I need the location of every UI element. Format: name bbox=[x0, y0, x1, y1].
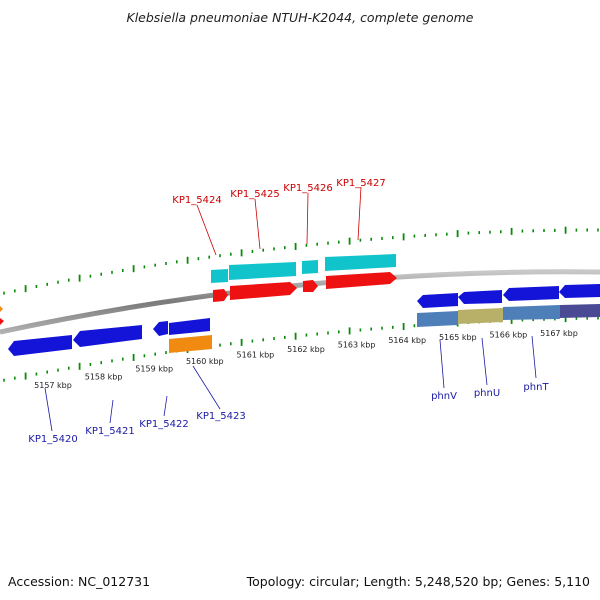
leader-line bbox=[254, 198, 261, 250]
cds-block-orange[interactable] bbox=[169, 335, 212, 353]
cds-arrow-red-edge[interactable] bbox=[0, 318, 4, 325]
cds-arrow-blue-3[interactable] bbox=[153, 321, 168, 336]
cds-arrow-blue-5[interactable] bbox=[417, 293, 458, 308]
forward-strand-features bbox=[0, 254, 397, 325]
cds-arrow-blue-7[interactable] bbox=[503, 286, 559, 301]
scale-label-5166: 5166 kbp bbox=[490, 331, 528, 340]
gene-label-KP1_5427[interactable]: KP1_5427 bbox=[336, 178, 385, 189]
gene-label-phnV[interactable]: phnV bbox=[431, 391, 457, 402]
gene-block-cyan-4[interactable] bbox=[325, 254, 396, 271]
gene-label-phnU[interactable]: phnU bbox=[474, 388, 500, 399]
scale-label-5163: 5163 kbp bbox=[338, 340, 376, 349]
cds-arrow-red-1[interactable] bbox=[213, 289, 228, 302]
genome-summary-text: Topology: circular; Length: 5,248,520 bp… bbox=[246, 574, 590, 589]
leader-line bbox=[531, 335, 537, 379]
scale-label-5162: 5162 kbp bbox=[287, 345, 325, 354]
scale-label-5165: 5165 kbp bbox=[439, 333, 477, 342]
gene-label-KP1_5420[interactable]: KP1_5420 bbox=[28, 434, 77, 445]
accession-text: Accession: NC_012731 bbox=[8, 574, 150, 589]
leader-line bbox=[192, 365, 221, 410]
cds-arrow-blue-1[interactable] bbox=[8, 335, 72, 356]
forward-gene-labels: KP1_5424 KP1_5425 KP1_5426 KP1_5427 bbox=[172, 178, 386, 256]
scale-label-5159: 5159 kbp bbox=[135, 364, 173, 373]
leader-line bbox=[109, 399, 114, 424]
cds-arrow-red-4[interactable] bbox=[326, 272, 397, 289]
gene-block-steel-2[interactable] bbox=[503, 305, 560, 320]
cds-arrow-orange-edge[interactable] bbox=[0, 306, 3, 312]
scale-label-5158: 5158 kbp bbox=[85, 372, 123, 381]
cds-arrow-red-2[interactable] bbox=[230, 282, 297, 300]
gene-label-phnT[interactable]: phnT bbox=[523, 382, 549, 393]
cds-arrow-blue-4[interactable] bbox=[169, 318, 210, 335]
gene-label-KP1_5425[interactable]: KP1_5425 bbox=[230, 189, 279, 200]
gene-label-KP1_5421[interactable]: KP1_5421 bbox=[85, 426, 134, 437]
gene-block-khaki[interactable] bbox=[458, 308, 503, 324]
leader-line bbox=[357, 186, 362, 241]
cds-arrow-blue-2[interactable] bbox=[73, 325, 142, 347]
reverse-gene-labels: KP1_5420 KP1_5421 KP1_5422 KP1_5423 phnV… bbox=[28, 335, 549, 445]
scale-label-5161: 5161 kbp bbox=[237, 351, 275, 360]
cds-arrow-blue-6[interactable] bbox=[458, 290, 502, 304]
scale-label-5160: 5160 kbp bbox=[186, 357, 224, 366]
gene-label-KP1_5426[interactable]: KP1_5426 bbox=[283, 183, 332, 194]
gene-label-KP1_5423[interactable]: KP1_5423 bbox=[196, 411, 245, 422]
reverse-strand-features bbox=[0, 284, 600, 356]
scale-labels: 5157 kbp 5158 kbp 5159 kbp 5160 kbp 5161 kbp… bbox=[34, 329, 578, 390]
map-title: Klebsiella pneumoniae NTUH-K2044, comple… bbox=[127, 10, 474, 25]
gene-block-steel-1[interactable] bbox=[417, 311, 458, 327]
leader-line bbox=[44, 387, 53, 432]
scale-label-5167: 5167 kbp bbox=[540, 329, 578, 338]
leader-line bbox=[481, 337, 488, 386]
gene-label-KP1_5424[interactable]: KP1_5424 bbox=[172, 195, 221, 206]
cds-arrow-red-3[interactable] bbox=[303, 280, 318, 292]
leader-line bbox=[306, 192, 309, 245]
scale-label-5157: 5157 kbp bbox=[34, 381, 72, 390]
leader-line bbox=[163, 395, 168, 417]
gene-block-cyan-2[interactable] bbox=[229, 262, 296, 280]
gene-label-KP1_5422[interactable]: KP1_5422 bbox=[139, 419, 188, 430]
gene-block-navy[interactable] bbox=[560, 304, 600, 318]
scale-label-5164: 5164 kbp bbox=[388, 336, 426, 345]
genome-backbone bbox=[0, 269, 600, 335]
cds-arrow-blue-8[interactable] bbox=[559, 284, 600, 298]
leader-line bbox=[196, 204, 217, 256]
gene-block-cyan-3[interactable] bbox=[302, 260, 318, 274]
tick-marks bbox=[3, 226, 599, 382]
leader-line bbox=[439, 339, 445, 389]
gene-block-cyan-1[interactable] bbox=[211, 269, 228, 283]
